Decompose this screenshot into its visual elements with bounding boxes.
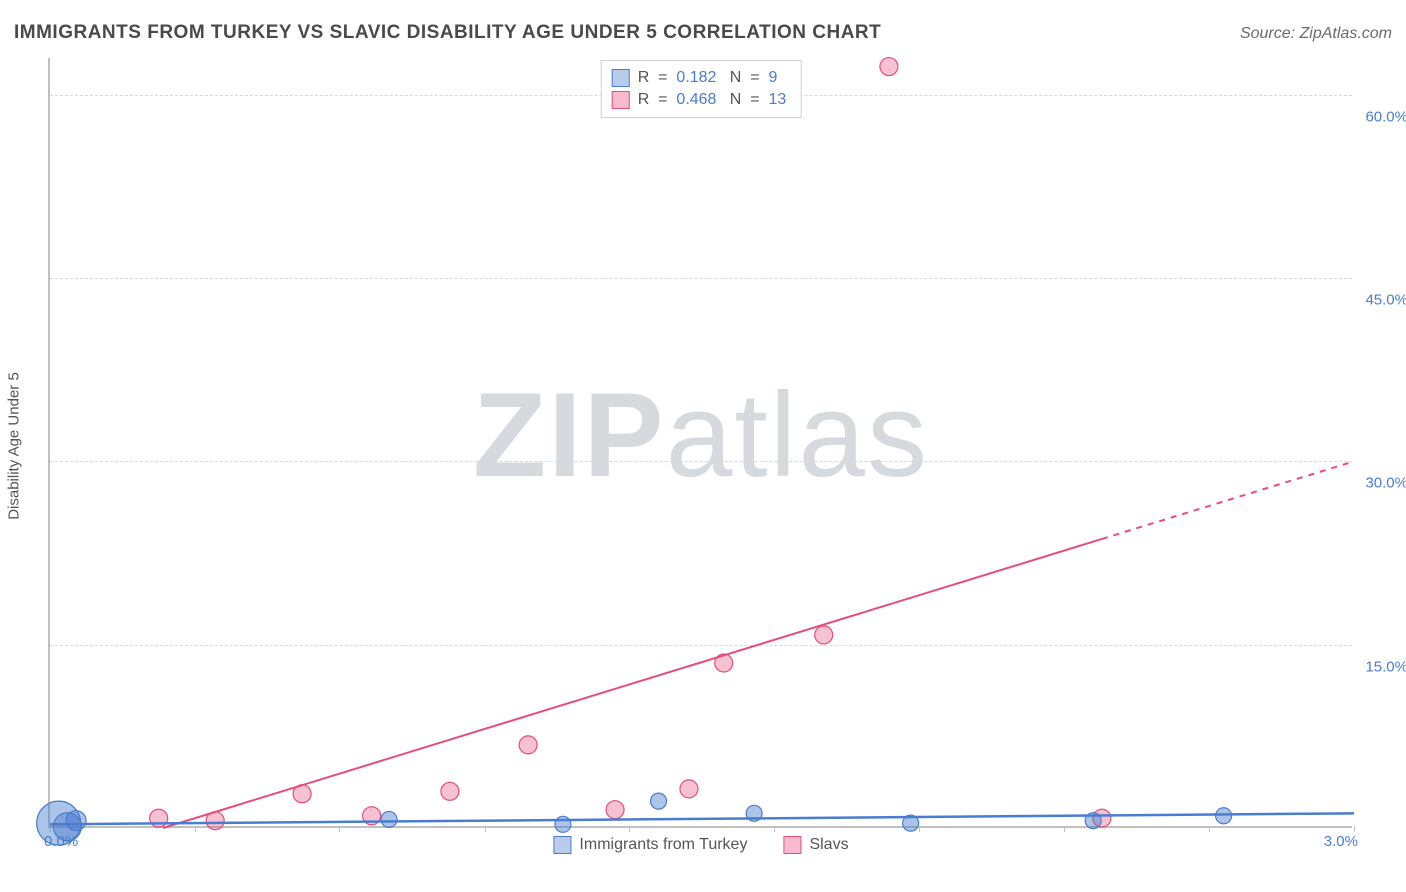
data-point-pink: [206, 812, 224, 830]
data-point-blue: [746, 805, 762, 821]
data-point-pink: [441, 782, 459, 800]
chart-plot-area: ZIPatlas 15.0%30.0%45.0%60.0% 0.0% 3.0% …: [48, 58, 1352, 828]
data-point-blue: [1085, 813, 1101, 829]
legend-label-blue: Immigrants from Turkey: [579, 836, 747, 854]
data-point-pink: [519, 736, 537, 754]
y-tick-label: 30.0%: [1358, 475, 1406, 492]
x-axis-max-label: 3.0%: [1324, 833, 1358, 850]
data-point-pink: [606, 801, 624, 819]
data-point-blue: [651, 793, 667, 809]
series-legend: Immigrants from Turkey Slavs: [553, 836, 848, 854]
x-tick: [1354, 826, 1355, 832]
stats-row-pink: R = 0.468 N = 13: [612, 89, 787, 111]
data-point-pink: [715, 654, 733, 672]
stat-blue: R = 0.182 N = 9: [638, 67, 778, 89]
x-tick: [1064, 826, 1065, 832]
swatch-pink-icon: [612, 91, 630, 109]
x-tick: [919, 826, 920, 832]
data-point-pink: [815, 626, 833, 644]
y-tick-label: 60.0%: [1358, 108, 1406, 125]
scatter-plot-svg: [50, 58, 1352, 826]
data-point-blue: [1216, 808, 1232, 824]
legend-item-blue: Immigrants from Turkey: [553, 836, 747, 854]
regression-line-blue: [50, 813, 1354, 824]
chart-title: IMMIGRANTS FROM TURKEY VS SLAVIC DISABIL…: [14, 22, 881, 44]
y-tick-label: 45.0%: [1358, 292, 1406, 309]
x-tick: [195, 826, 196, 832]
stat-pink: R = 0.468 N = 13: [638, 89, 787, 111]
swatch-pink-icon: [783, 836, 801, 854]
data-point-pink: [680, 780, 698, 798]
swatch-blue-icon: [553, 836, 571, 854]
legend-label-pink: Slavs: [809, 836, 848, 854]
data-point-blue: [903, 815, 919, 831]
x-tick: [629, 826, 630, 832]
y-axis-label: Disability Age Under 5: [6, 372, 23, 520]
regression-line-dashed-pink: [1102, 461, 1354, 539]
x-tick: [339, 826, 340, 832]
data-point-pink: [293, 785, 311, 803]
source-label: Source: ZipAtlas.com: [1240, 25, 1392, 43]
legend-item-pink: Slavs: [783, 836, 848, 854]
x-tick: [774, 826, 775, 832]
data-point-pink: [880, 58, 898, 76]
y-tick-label: 15.0%: [1358, 658, 1406, 675]
data-point-blue: [555, 816, 571, 832]
swatch-blue-icon: [612, 69, 630, 87]
x-tick: [485, 826, 486, 832]
stats-legend: R = 0.182 N = 9 R = 0.468 N = 13: [601, 60, 802, 118]
stats-row-blue: R = 0.182 N = 9: [612, 67, 787, 89]
data-point-blue: [66, 811, 86, 831]
x-tick: [1209, 826, 1210, 832]
data-point-blue: [381, 811, 397, 827]
